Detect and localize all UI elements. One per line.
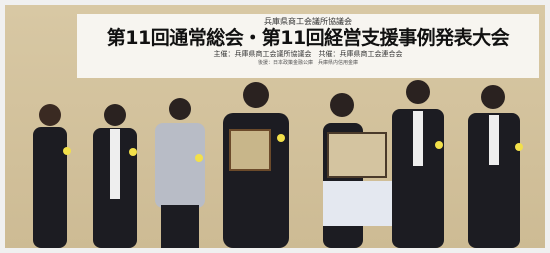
page: {"banner": {"top": "兵庫県商工会議所協議会", "title… <box>0 0 550 253</box>
people <box>5 5 545 248</box>
person <box>33 80 520 248</box>
photo: 兵庫県商工会議所協議会 第11回通常総会・第11回経営支援事例発表大会 主催：兵… <box>5 5 545 248</box>
